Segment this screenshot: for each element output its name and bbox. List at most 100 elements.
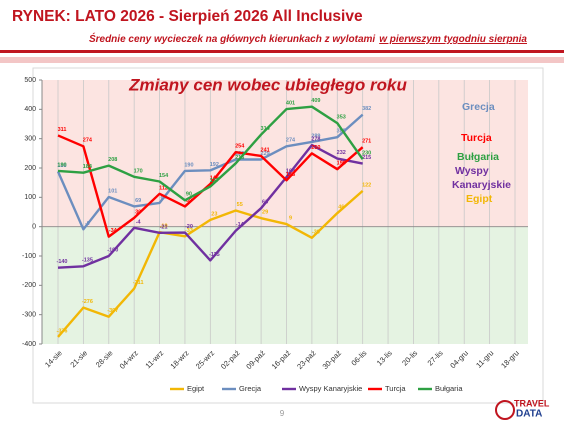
series-line	[56, 113, 364, 231]
y-tick-label: 200	[24, 165, 36, 172]
data-label: 314	[261, 126, 271, 132]
data-label: -211	[133, 280, 144, 286]
data-label: -20	[185, 224, 193, 230]
data-label: 46	[338, 205, 344, 211]
y-tick-label: 100	[24, 194, 36, 201]
data-label: 55	[237, 202, 243, 208]
data-label: 29	[262, 210, 268, 216]
data-label: 401	[286, 100, 295, 106]
logo: TRAVEL DATA	[495, 398, 550, 420]
data-label: -135	[82, 258, 93, 264]
data-label: -9	[85, 221, 90, 227]
data-label: 274	[286, 138, 296, 144]
data-label: 208	[108, 157, 117, 163]
data-label: 146	[210, 175, 219, 181]
data-label: -376	[56, 328, 67, 334]
legend-label: Turcja	[385, 384, 406, 393]
data-label: 254	[235, 144, 245, 150]
annotation: Bułgaria	[457, 151, 499, 163]
chart-title: Zmiany cen wobec ubiegłego roku	[128, 75, 407, 94]
subtitle: Średnie ceny wycieczek na głównych kieru…	[89, 32, 527, 45]
annotation: Wyspy	[455, 165, 489, 177]
data-label: 311	[58, 127, 67, 133]
data-label: -14	[236, 222, 245, 228]
data-label: -19	[160, 224, 168, 230]
data-label: 23	[211, 211, 217, 217]
y-tick-label: 500	[24, 77, 36, 84]
data-label: 122	[362, 182, 371, 188]
data-label: 154	[159, 173, 169, 179]
y-tick-label: 300	[24, 136, 36, 143]
data-label: 289	[311, 133, 320, 139]
data-label: 112	[159, 185, 168, 191]
annotation: Grecja	[462, 101, 495, 113]
data-label: 169	[286, 169, 295, 175]
data-label: -115	[209, 252, 220, 258]
subtitle-underlined: w pierwszym tygodniu sierpnia	[379, 34, 527, 45]
data-label: 232	[337, 150, 346, 156]
data-label: 63	[262, 200, 268, 206]
data-label: 90	[186, 192, 192, 198]
data-label: 101	[108, 188, 117, 194]
data-label: 278	[311, 137, 320, 143]
logo-ring	[495, 400, 515, 420]
data-label: 9	[289, 215, 292, 221]
legend-label: Grecja	[239, 384, 262, 393]
data-label: 230	[362, 151, 371, 157]
data-label: 229	[261, 151, 270, 157]
legend-label: Bułgaria	[435, 384, 463, 393]
data-label: 69	[186, 198, 192, 204]
data-label: -100	[107, 247, 118, 253]
data-label: 250	[311, 145, 320, 151]
logo-text: TRAVEL	[514, 398, 550, 408]
data-label: 353	[337, 115, 346, 121]
data-label: 184	[83, 164, 93, 170]
data-label: -33	[185, 228, 193, 234]
data-label: -276	[82, 299, 93, 305]
subtitle-text: Średnie ceny wycieczek na głównych kieru…	[89, 32, 375, 45]
series-line	[57, 143, 363, 269]
data-label: 137	[210, 178, 219, 184]
legend-label: Wyspy Kanaryjskie	[299, 384, 362, 393]
y-tick-label: 0	[32, 224, 36, 231]
page-number: 9	[280, 409, 285, 418]
header-rule	[0, 50, 564, 53]
data-label: 216	[235, 155, 244, 161]
data-label: -307	[107, 308, 118, 314]
data-label: 305	[337, 129, 346, 135]
data-label: 69	[135, 198, 141, 204]
y-tick-label: -100	[22, 253, 36, 260]
data-label: -21	[160, 224, 168, 230]
annotation: Turcja	[461, 132, 492, 144]
data-label: 81	[160, 194, 166, 200]
data-label: 192	[210, 162, 219, 168]
data-label: -140	[56, 259, 67, 265]
data-label: 188	[57, 163, 66, 169]
data-label: 190	[57, 162, 66, 168]
series-line	[57, 134, 364, 238]
data-label: -4	[136, 219, 142, 225]
data-label: 271	[362, 139, 371, 145]
y-tick-label: -200	[22, 282, 36, 289]
data-label: 274	[83, 138, 93, 144]
y-tick-label: 400	[24, 106, 36, 113]
data-label: -38	[312, 229, 320, 235]
data-label: 196	[337, 161, 346, 167]
slide-title: RYNEK: LATO 2026 - Sierpień 2026 All Inc…	[12, 8, 363, 25]
data-label: 409	[311, 98, 320, 104]
legend-label: Egipt	[187, 384, 205, 393]
header-band	[0, 57, 564, 63]
negative-zone	[42, 226, 528, 344]
series-line	[57, 189, 364, 338]
logo-text: DATA	[516, 409, 542, 420]
annotation: Egipt	[466, 193, 493, 205]
data-label: -34	[109, 228, 118, 234]
data-label: 170	[134, 168, 143, 174]
data-label: 241	[261, 147, 270, 153]
series-line	[57, 105, 364, 202]
data-label: 190	[184, 162, 193, 168]
data-label: 30	[135, 209, 141, 215]
data-label: 158	[286, 172, 295, 178]
